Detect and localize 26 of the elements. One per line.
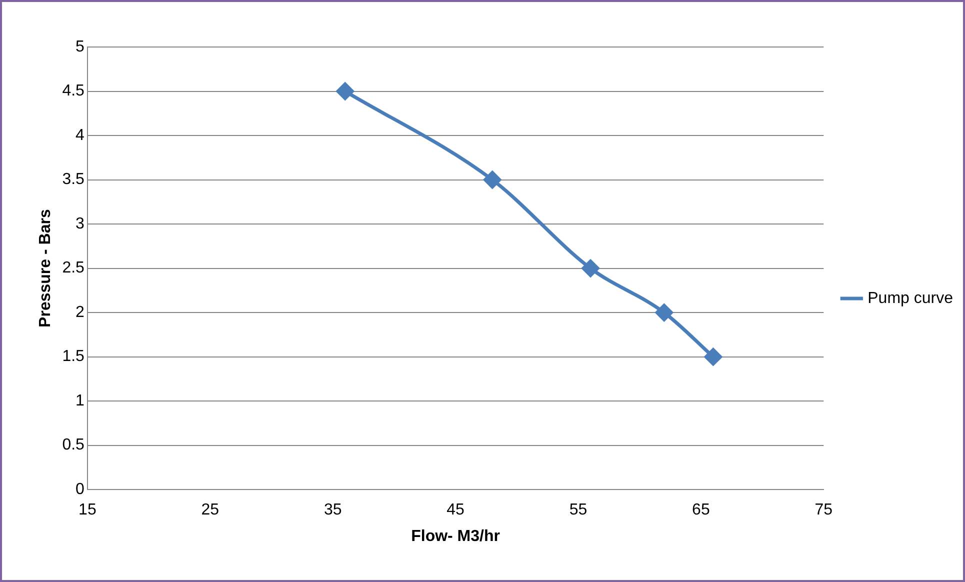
y-tick-label: 4 — [76, 126, 85, 144]
point — [704, 348, 722, 366]
point — [484, 171, 502, 189]
y-tick-label: 1.5 — [62, 348, 85, 366]
x-tick-label: 25 — [201, 502, 220, 519]
y-tick-label: 5 — [76, 38, 85, 56]
y-tick-label: 3.5 — [62, 171, 85, 188]
x-tick-label: 55 — [569, 502, 588, 519]
x-tick-label: 35 — [324, 502, 342, 519]
y-tick-label: 0 — [76, 481, 85, 498]
x-axis-title: Flow- M3/hr — [411, 528, 500, 545]
y-tick-label: 3 — [76, 215, 85, 232]
point — [336, 82, 354, 100]
point — [582, 260, 600, 278]
y-tick-label: 2 — [76, 304, 85, 321]
x-tick-label: 65 — [692, 502, 710, 519]
x-tick-label: 45 — [446, 502, 465, 519]
y-axis-title: Pressure - Bars — [37, 209, 54, 328]
point — [655, 304, 673, 322]
x-tick-label: 75 — [814, 502, 833, 519]
y-tick-label: 4.5 — [62, 82, 85, 100]
y-tick-label: 0.5 — [62, 436, 85, 454]
y-tick-label: 2.5 — [62, 260, 85, 277]
x-tick-label: 15 — [78, 502, 96, 519]
legend-label: Pump curve — [868, 290, 954, 307]
y-tick-label: 1 — [76, 392, 85, 410]
